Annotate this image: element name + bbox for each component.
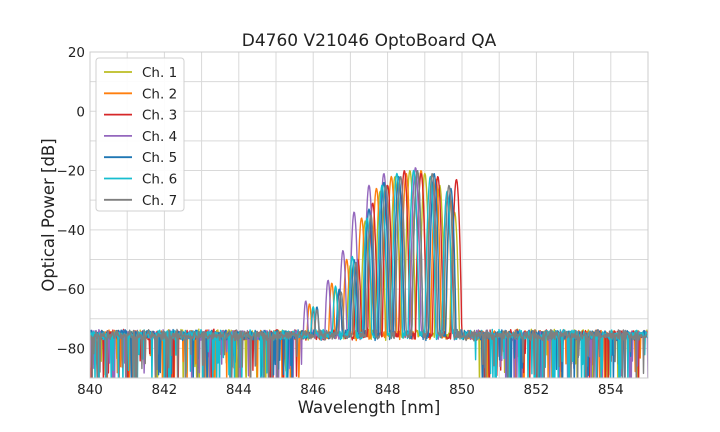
series-layer [90,167,648,378]
x-tick-label: 852 [524,382,550,398]
legend-box [95,57,185,212]
x-tick-label: 850 [449,382,475,398]
x-tick-label: 848 [375,382,401,398]
y-tick-label: 0 [76,104,85,120]
legend-entry-label: Ch. 2 [142,86,177,102]
legend-entry-label: Ch. 6 [142,172,177,188]
x-axis-label: Wavelength [nm] [298,398,441,417]
x-tick-label: 842 [152,382,178,398]
y-tick-label: 20 [68,45,85,61]
legend-entry-label: Ch. 5 [142,150,177,166]
chart-title: D4760 V21046 OptoBoard QA [242,31,497,51]
legend-entry-label: Ch. 7 [142,193,177,209]
legend-entry-label: Ch. 3 [142,108,177,124]
y-axis-label: Optical Power [dB] [39,138,58,291]
y-tick-label: −80 [57,341,86,357]
x-tick-label: 846 [300,382,326,398]
y-tick-labels: −80 −60 −40 −20 0 20 [57,45,86,357]
y-tick-label: −60 [57,282,86,298]
legend: Ch. 1 Ch. 2 Ch. 3 Ch. 4 Ch. 5 Ch. 6 Ch. 7 [95,57,185,212]
legend-entry-label: Ch. 1 [142,65,177,81]
y-tick-label: −40 [57,223,86,239]
x-tick-labels: 840 842 844 846 848 850 852 854 [77,382,624,398]
x-tick-label: 844 [226,382,252,398]
plot-frame [89,51,649,379]
x-tick-label: 854 [598,382,624,398]
series-line-7 [90,169,648,378]
x-tick-label: 840 [77,382,103,398]
y-tick-label: −20 [57,164,86,180]
legend-entry-label: Ch. 4 [142,129,177,145]
